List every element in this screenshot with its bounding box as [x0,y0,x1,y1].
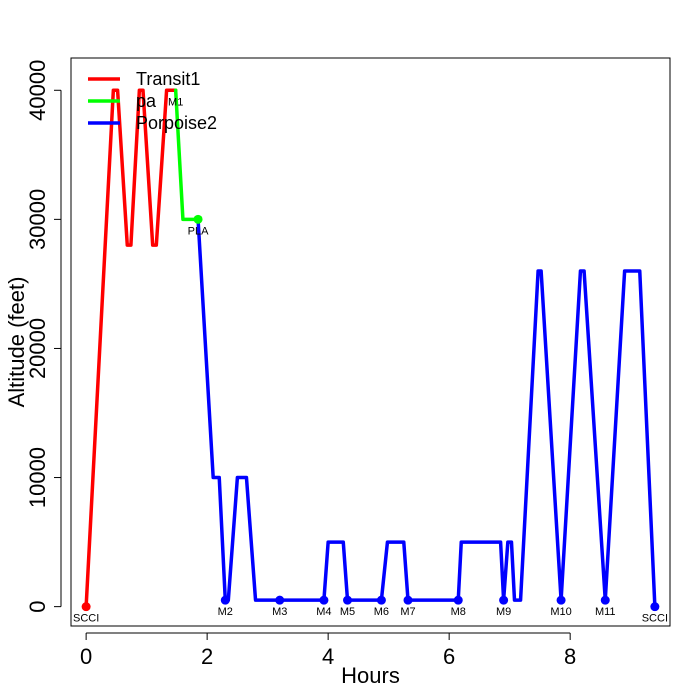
waypoint-dot-pla [193,214,203,224]
waypoint-dot-m5 [343,595,353,605]
x-tick-label: 0 [80,644,92,669]
plot-frame [70,57,671,627]
legend-label-pa: pa [136,91,157,111]
waypoint-label-m3: M3 [272,606,287,618]
y-tick-label: 40000 [25,60,50,121]
waypoint-label-m7: M7 [400,606,415,618]
waypoint-label-m11: M11 [595,606,616,618]
waypoint-dot-m9 [499,595,509,605]
waypoint-label-m4: M4 [316,606,331,618]
x-tick-label: 2 [201,644,213,669]
waypoint-label-m2: M2 [218,606,233,618]
waypoint-dot-m10 [556,595,566,605]
legend-label-transit1: Transit1 [136,69,200,89]
y-tick-label: 0 [25,601,50,613]
waypoint-label-m5: M5 [340,606,355,618]
y-tick-label: 30000 [25,189,50,250]
y-axis-title: Altitude (feet) [4,277,29,408]
legend-label-porpoise2: Porpoise2 [136,113,217,133]
y-axis: 0 10000 20000 30000 40000 [25,60,62,613]
waypoint-dot-m7 [403,595,413,605]
waypoint-label-scci: SCCI [642,613,668,625]
waypoint-dot-m3 [275,595,285,605]
y-tick-label: 20000 [25,318,50,379]
waypoint-label-m8: M8 [451,606,466,618]
series-line-transit1 [84,88,178,609]
series-line-pa [173,88,200,222]
waypoint-label-m10: M10 [550,606,571,618]
waypoint-dot-m4 [319,595,329,605]
x-tick-label: 4 [322,644,334,669]
waypoint-dot-m8 [453,595,463,605]
waypoint-dot-m6 [376,595,386,605]
waypoint-label-scci: SCCI [73,613,99,625]
x-axis-title: Hours [341,663,400,688]
x-axis: 0 2 4 6 8 [80,632,576,669]
points-layer: SCCI M1 PLA M2 M3 M4 M5 M6 M7 M8 M9 M10 M11 SCCI [73,96,668,624]
waypoint-label-m1: M1 [168,96,183,108]
x-tick-label: 6 [443,644,455,669]
waypoint-label-m9: M9 [496,606,511,618]
waypoint-dot-m11 [600,595,610,605]
waypoint-dot-scci [650,602,660,612]
waypoint-label-m6: M6 [374,606,389,618]
waypoint-dot-m2 [220,595,230,605]
series-layer [84,88,657,609]
series-line-porpoise2 [196,217,657,609]
waypoint-dot-scci [81,602,91,612]
y-tick-label: 10000 [25,447,50,508]
x-tick-label: 8 [564,644,576,669]
waypoint-label-pla: PLA [188,225,209,237]
